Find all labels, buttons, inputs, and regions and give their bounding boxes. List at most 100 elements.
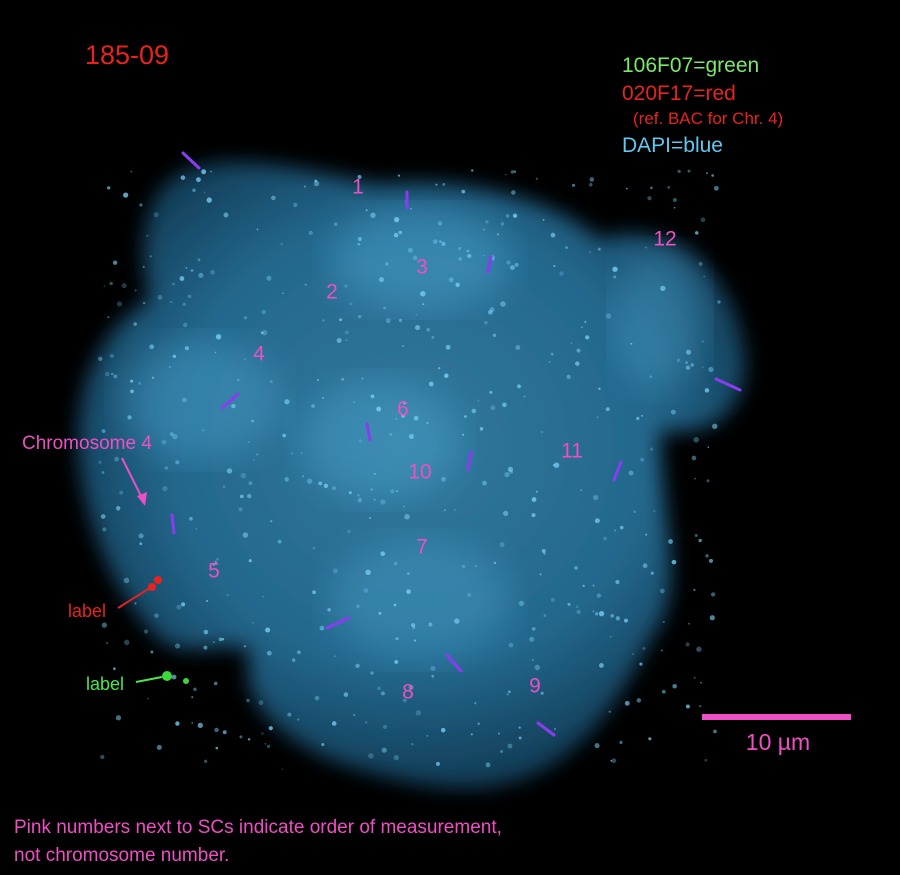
legend-red: 020F17=red — [622, 82, 736, 105]
speckle — [628, 470, 634, 476]
speckle — [256, 453, 259, 456]
speckle — [239, 494, 244, 499]
speckle — [172, 282, 175, 286]
speckle — [112, 667, 116, 671]
speckle — [701, 366, 704, 369]
speckle — [401, 414, 405, 418]
speckle — [477, 722, 480, 725]
speckle — [489, 390, 493, 394]
speckle — [300, 451, 303, 455]
speckle — [382, 724, 388, 730]
speckle — [261, 732, 264, 735]
speckle — [624, 700, 630, 706]
speckle — [470, 733, 473, 736]
speckle — [123, 577, 130, 584]
speckle — [484, 321, 488, 325]
speckle — [685, 349, 692, 355]
speckle — [162, 485, 168, 492]
speckle — [415, 325, 421, 331]
speckle — [261, 329, 268, 336]
speckle — [496, 233, 500, 236]
speckle — [648, 737, 652, 741]
speckle — [640, 457, 645, 462]
speckle — [660, 649, 663, 652]
red-signal — [148, 583, 156, 591]
speckle — [201, 169, 207, 175]
speckle — [592, 610, 595, 613]
speckle — [535, 177, 538, 180]
speckle — [216, 557, 219, 561]
marker — [536, 721, 556, 737]
speckle — [467, 592, 472, 597]
speckle — [183, 322, 188, 328]
speckle — [529, 636, 535, 642]
speckle — [625, 187, 628, 190]
purple-markers — [170, 151, 742, 737]
speckle — [226, 468, 233, 474]
speckle — [210, 170, 212, 173]
speckle — [112, 260, 118, 265]
speckle — [222, 730, 227, 735]
speckle — [331, 721, 337, 726]
speckle — [247, 440, 250, 443]
speckle — [168, 365, 171, 368]
speckle — [370, 671, 374, 675]
speckle — [580, 489, 583, 492]
speckle — [270, 520, 273, 523]
speckle — [105, 371, 110, 377]
speckle — [596, 416, 599, 419]
speckle — [413, 415, 419, 421]
speckle — [615, 580, 620, 585]
speckle — [642, 647, 646, 650]
speckle — [284, 399, 290, 405]
bright-region — [615, 250, 705, 390]
speckle — [238, 507, 243, 512]
speckle — [507, 466, 514, 472]
speckle — [111, 372, 114, 376]
speckle — [713, 185, 719, 191]
speckle — [243, 316, 247, 320]
speckle — [704, 758, 708, 762]
bright-region — [330, 540, 510, 660]
speckle — [567, 602, 571, 606]
speckle — [127, 415, 132, 420]
speckle — [510, 170, 515, 174]
speckle — [515, 345, 521, 350]
speckle — [437, 221, 443, 226]
speckle — [698, 704, 702, 708]
speckle — [605, 407, 610, 412]
speckle — [170, 301, 173, 304]
speckle — [411, 743, 414, 746]
speckle — [619, 525, 624, 530]
speckle — [378, 277, 384, 283]
speckle — [149, 255, 152, 258]
speckle — [701, 340, 704, 343]
speckle — [426, 421, 429, 424]
speckle — [477, 399, 480, 402]
speckle — [139, 542, 143, 546]
speckle — [642, 563, 648, 569]
speckle — [431, 335, 435, 339]
speckle — [402, 345, 404, 348]
speckle — [100, 514, 106, 519]
speckle — [130, 170, 133, 173]
speckle — [266, 275, 272, 281]
speckle — [210, 269, 215, 275]
arrow — [135, 676, 163, 683]
speckle — [185, 267, 188, 270]
speckle — [673, 206, 676, 209]
speckle — [688, 622, 691, 625]
speckle — [407, 247, 413, 253]
speckle — [408, 684, 414, 690]
speckle — [394, 659, 399, 664]
speckle — [589, 177, 595, 182]
speckle — [624, 618, 628, 623]
speckle — [707, 446, 710, 449]
speckle — [370, 394, 375, 399]
speckle — [277, 539, 282, 544]
speckle — [647, 196, 652, 201]
caption: not chromosome number. — [14, 845, 229, 866]
speckle — [461, 564, 466, 569]
speckle — [412, 255, 418, 261]
speckle — [139, 203, 143, 207]
